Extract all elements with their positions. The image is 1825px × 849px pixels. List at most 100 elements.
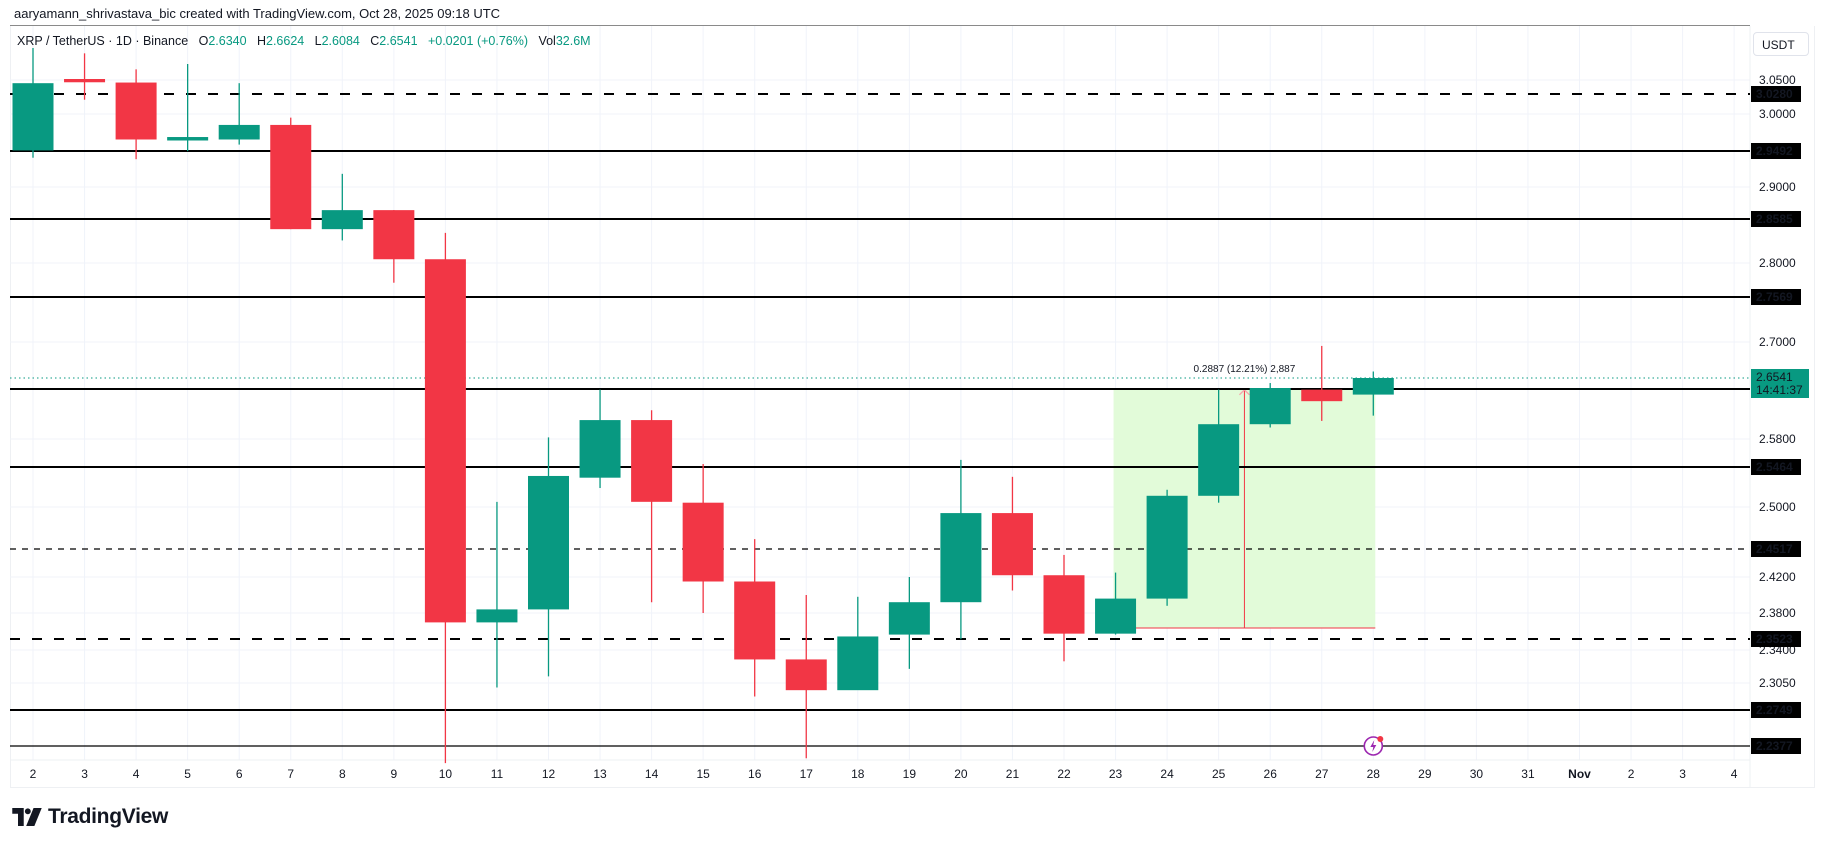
level-price-badge [1751, 211, 1801, 227]
candle-body [1352, 378, 1394, 395]
candle[interactable] [1352, 371, 1394, 416]
time-axis-tick: 7 [287, 767, 294, 781]
candle-body [940, 513, 982, 603]
candle[interactable] [270, 117, 312, 230]
time-axis-tick: 17 [800, 767, 814, 781]
time-axis-tick: 28 [1367, 767, 1381, 781]
high-label: H [256, 34, 266, 48]
current-price-value: 2.6541 [1756, 370, 1793, 384]
lightning-glyph-icon [1370, 740, 1377, 752]
time-axis-tick: 3 [81, 767, 88, 781]
candle[interactable] [991, 476, 1033, 591]
price-axis-tick: 3.0500 [1759, 73, 1796, 87]
level-price-badge [1751, 143, 1801, 159]
candle[interactable] [940, 459, 982, 640]
time-axis-tick: 25 [1212, 767, 1226, 781]
candle[interactable] [1043, 554, 1085, 662]
candle-body [373, 210, 415, 260]
candle[interactable] [1301, 345, 1343, 421]
candle[interactable] [631, 410, 673, 603]
change-value: +0.0201 (+0.76%) [427, 34, 529, 48]
candle[interactable] [115, 69, 157, 160]
candle[interactable] [528, 437, 569, 677]
time-axis-tick: 2 [1628, 767, 1635, 781]
measure-label: 0.2887 (12.21%) 2,887 [1194, 364, 1296, 375]
level-price-badge-text: 2.5464 [1756, 460, 1793, 474]
time-axis-tick: 10 [439, 767, 453, 781]
open-label: O [198, 34, 209, 48]
time-axis-tick: 26 [1264, 767, 1278, 781]
time-axis-tick: 6 [236, 767, 243, 781]
time-axis-tick: 20 [954, 767, 968, 781]
candle[interactable] [12, 48, 54, 158]
price-axis-tick: 2.8000 [1759, 256, 1796, 270]
candle[interactable] [218, 83, 260, 145]
symbol-title[interactable]: XRP / TetherUS · 1D · Binance [17, 34, 189, 48]
chart-frame [10, 26, 1815, 788]
candle[interactable] [1198, 389, 1240, 503]
candle[interactable] [837, 596, 879, 691]
open-value: 2.6340 [208, 34, 247, 48]
time-axis-tick: 4 [1731, 767, 1738, 781]
time-axis-tick: 14 [645, 767, 659, 781]
level-price-badge [1751, 631, 1801, 647]
time-axis-tick: 27 [1315, 767, 1329, 781]
candle-body [424, 259, 466, 623]
current-price-badge [1751, 369, 1809, 398]
candle[interactable] [579, 389, 621, 489]
time-axis-tick: 18 [851, 767, 865, 781]
time-axis-tick: 15 [696, 767, 710, 781]
currency-button[interactable]: USDT [1753, 32, 1809, 56]
candle-body [785, 659, 827, 691]
time-axis-tick: 16 [748, 767, 762, 781]
time-axis-tick: 21 [1006, 767, 1020, 781]
candle[interactable] [888, 577, 930, 669]
candle-body [1249, 388, 1291, 425]
close-label: C [370, 34, 380, 48]
candle[interactable] [682, 464, 724, 613]
time-axis-tick: 29 [1418, 767, 1432, 781]
close-value: 2.6541 [379, 34, 418, 48]
time-axis-tick: 22 [1057, 767, 1071, 781]
level-price-badge-text: 2.2377 [1756, 739, 1793, 753]
candle-body [64, 79, 106, 83]
candle[interactable] [167, 64, 209, 152]
candle[interactable] [424, 232, 466, 764]
candle-body [476, 609, 518, 623]
low-label: L [314, 34, 322, 48]
time-axis-tick: 9 [391, 767, 398, 781]
candle[interactable] [64, 53, 106, 100]
candle-body [1146, 495, 1188, 599]
candle-body [1301, 389, 1343, 402]
candle-body [321, 210, 363, 230]
time-axis-tick: 11 [491, 767, 504, 781]
candle[interactable] [476, 501, 518, 688]
time-axis-tick: 30 [1470, 767, 1484, 781]
candle[interactable] [321, 173, 363, 241]
chart-attribution: aaryamann_shrivastava_bic created with T… [14, 6, 501, 21]
candle-body [218, 124, 260, 140]
time-axis-tick: 13 [593, 767, 607, 781]
price-axis-tick: 2.3800 [1759, 606, 1796, 620]
level-price-badge-text: 2.8585 [1756, 212, 1793, 226]
price-axis-tick: 2.5000 [1759, 500, 1796, 514]
candle[interactable] [785, 595, 827, 759]
candle[interactable] [734, 539, 776, 697]
candle[interactable] [1095, 572, 1137, 635]
candle-body [631, 420, 673, 502]
candle-body [991, 513, 1033, 576]
candle[interactable] [1249, 383, 1291, 428]
candle-body [888, 602, 930, 635]
candle-body [270, 124, 312, 230]
tradingview-logo[interactable]: TradingView [12, 805, 168, 829]
price-axis-tick: 2.4200 [1759, 570, 1796, 584]
candle[interactable] [373, 210, 415, 283]
candle-body [167, 137, 209, 141]
countdown-timer: 14:41:37 [1756, 383, 1803, 397]
candle-body [682, 502, 724, 582]
candle[interactable] [1146, 489, 1188, 606]
level-price-badge [1751, 702, 1801, 718]
level-price-badge-text: 2.3523 [1756, 632, 1793, 646]
level-price-badge [1751, 289, 1801, 305]
